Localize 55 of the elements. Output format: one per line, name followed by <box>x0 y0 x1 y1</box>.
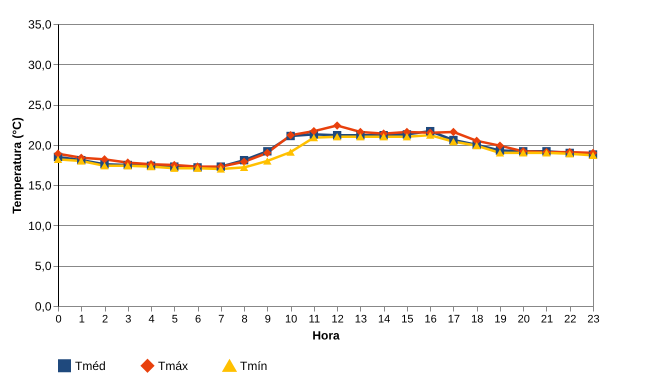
x-tick-label: 21 <box>540 314 554 326</box>
x-tick-label: 18 <box>471 314 484 326</box>
y-tick-label: 30,0 <box>28 58 52 72</box>
x-tick-label: 14 <box>378 314 390 326</box>
legend-label: Tméd <box>75 358 106 373</box>
point <box>449 138 458 146</box>
x-tick-label: 3 <box>125 314 132 326</box>
y-axis-title: Temperatura (°C) <box>10 117 24 214</box>
x-tick-label: 11 <box>308 314 320 326</box>
x-tick-label: 5 <box>172 314 178 326</box>
point <box>449 128 458 136</box>
point <box>263 157 272 165</box>
x-tick-label: 22 <box>564 314 576 326</box>
point <box>310 134 318 142</box>
x-axis-title: Hora <box>312 328 340 342</box>
x-tick-label: 6 <box>195 314 202 326</box>
y-tick-label: 20,0 <box>28 138 52 152</box>
legend-label: Tmáx <box>158 358 188 373</box>
point <box>286 148 295 156</box>
x-tick-label: 1 <box>78 314 85 326</box>
y-tick-label: 5,0 <box>34 259 52 274</box>
x-tick-label: 16 <box>424 314 437 326</box>
point <box>402 128 412 136</box>
x-tick-label: 8 <box>242 314 248 326</box>
point <box>496 141 504 150</box>
point <box>332 121 342 130</box>
x-tick-label: 7 <box>218 314 224 326</box>
y-tick-label: 35,0 <box>28 18 52 32</box>
x-tick-label: 4 <box>148 314 155 326</box>
x-tick-label: 10 <box>284 314 298 326</box>
y-tick-label: 25,0 <box>28 98 52 112</box>
y-tick-label: 15,0 <box>28 178 52 193</box>
x-tick-label: 19 <box>494 314 507 326</box>
legend-label: Tmín <box>240 359 268 374</box>
point <box>426 132 434 139</box>
x-tick-label: 12 <box>332 314 344 326</box>
x-tick-label: 9 <box>264 314 271 326</box>
x-tick-label: 15 <box>401 314 414 326</box>
point <box>356 128 365 136</box>
x-tick-label: 23 <box>587 314 600 326</box>
point <box>310 126 318 136</box>
x-tick-label: 2 <box>102 314 108 326</box>
point <box>402 133 412 140</box>
x-tick-label: 13 <box>354 314 368 326</box>
x-tick-label: 17 <box>448 314 460 326</box>
x-tick-label: 0 <box>55 314 62 326</box>
point <box>240 164 248 172</box>
point <box>496 149 504 157</box>
y-tick-label: 0,0 <box>34 300 52 314</box>
point <box>170 164 178 172</box>
point <box>216 165 226 173</box>
x-tick-label: 20 <box>518 314 530 326</box>
point <box>100 155 109 164</box>
y-tick-label: 10,0 <box>28 218 52 233</box>
point <box>54 156 62 163</box>
